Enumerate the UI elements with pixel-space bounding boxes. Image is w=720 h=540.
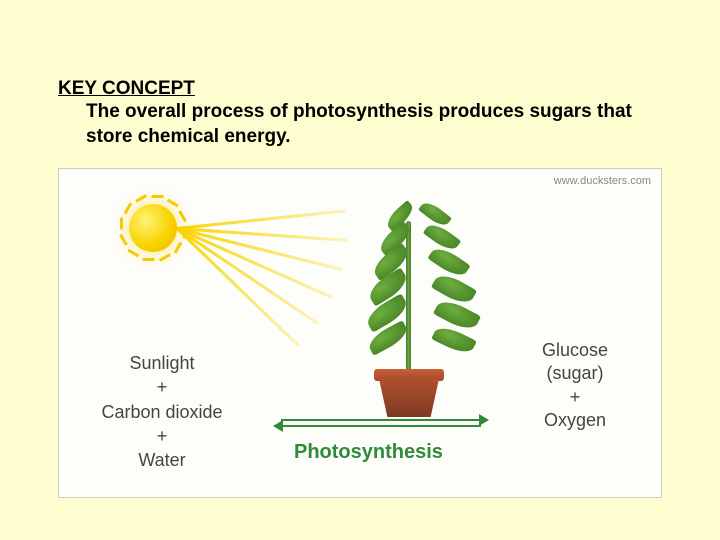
input-item: Sunlight bbox=[77, 351, 247, 375]
photosynthesis-label: Photosynthesis bbox=[294, 441, 443, 464]
attribution-text: www.ducksters.com bbox=[554, 175, 651, 187]
plant-icon bbox=[329, 187, 489, 417]
sun-icon bbox=[129, 204, 177, 252]
photosynthesis-diagram: www.ducksters.com Sunlight + Carbon diox… bbox=[58, 168, 662, 498]
output-item: Oxygen bbox=[505, 409, 645, 432]
plant-pot bbox=[379, 369, 439, 417]
input-sep: + bbox=[77, 424, 247, 448]
key-concept-label: KEY CONCEPT bbox=[58, 78, 662, 100]
pot-body bbox=[379, 379, 439, 417]
outputs-block: Glucose (sugar) + Oxygen bbox=[505, 339, 645, 433]
header-block: KEY CONCEPT The overall process of photo… bbox=[58, 78, 662, 149]
input-item: Water bbox=[77, 448, 247, 472]
output-sep: + bbox=[505, 386, 645, 409]
reaction-arrows bbox=[281, 415, 481, 431]
arrow-forward bbox=[281, 419, 481, 421]
output-item: Glucose bbox=[505, 339, 645, 362]
inputs-block: Sunlight + Carbon dioxide + Water bbox=[77, 351, 247, 472]
sun-core bbox=[129, 204, 177, 252]
plant-stem bbox=[406, 221, 411, 371]
concept-text: The overall process of photosynthesis pr… bbox=[86, 100, 662, 149]
input-item: Carbon dioxide bbox=[77, 400, 247, 424]
output-sub: (sugar) bbox=[505, 362, 645, 385]
arrow-head-icon bbox=[273, 420, 283, 432]
input-sep: + bbox=[77, 375, 247, 399]
arrow-reverse bbox=[281, 425, 481, 427]
